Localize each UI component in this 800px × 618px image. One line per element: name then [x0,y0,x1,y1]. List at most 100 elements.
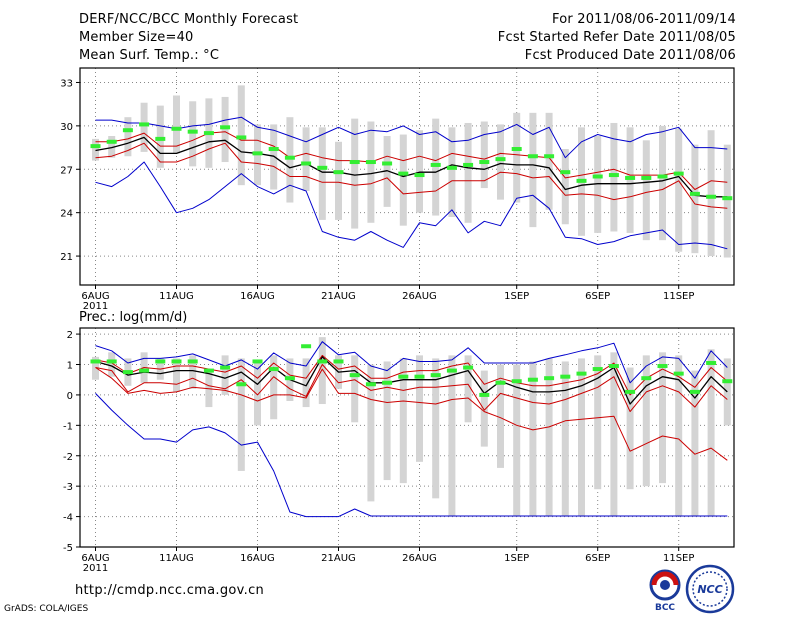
prec-median-marker [365,382,376,387]
temp-median-marker [139,122,150,127]
temp-median-marker [268,147,279,152]
temp-median-marker [446,165,457,170]
temp-lower-line [95,142,728,209]
prec-median-marker [576,371,587,376]
temp-box [610,122,618,232]
temp-median-marker [252,151,263,156]
temp-box [691,144,699,254]
temp-median-marker [317,165,328,170]
temp-box [124,117,132,157]
temp-median-marker [657,174,668,179]
prec-median-marker [544,376,555,381]
temp-median-marker [430,162,441,167]
prec-median-marker [187,359,198,364]
temp-box [173,95,180,154]
member-size-label: Member Size=40 [79,30,194,45]
temp-box [367,121,375,223]
temp-y-tick-label: 33 [60,78,73,89]
prec-median-marker [463,365,474,370]
prec-box [545,358,553,517]
prec-box [594,355,602,490]
prec-box [416,355,423,462]
ncc-logo-text: NCC [697,583,722,596]
prec-box [108,352,116,377]
prec-box [302,358,310,408]
prec-box [92,356,99,380]
temp-box [659,125,666,241]
prec-box [318,337,326,405]
temp-upper-line [95,131,728,190]
temp-box [529,112,537,228]
prec-frame [79,327,735,548]
prec-median-marker [90,359,101,364]
temp-max-line [95,116,728,159]
prec-x-tick-label: 26AUG [402,553,437,564]
temp-y-tick-label: 30 [60,122,73,133]
temp-x-tick-label: 26AUG [402,291,437,302]
prec-x-tick-label: 16AUG [240,553,275,564]
prec-median-marker [203,368,214,373]
temp-median-marker [220,125,231,130]
prec-box [254,361,261,426]
prec-box [610,352,618,517]
prec-box [351,355,359,423]
produced-date-label: Fcst Produced Date 2011/08/06 [524,48,736,63]
bcc-logo: BCC [649,569,681,613]
prec-x-tick-label: 6SEP [585,553,610,564]
temp-median-marker [398,171,409,176]
prec-box [642,355,650,487]
source-url[interactable]: http://cmdp.ncc.cma.gov.cn [75,583,265,598]
prec-median-marker [220,365,231,370]
prec-median-marker [252,359,263,364]
prec-median-marker [706,360,717,365]
temp-frame [79,67,735,286]
bcc-logo-text: BCC [655,603,675,613]
temp-median-marker [706,194,717,199]
prec-median-marker [155,359,166,364]
temp-median-marker [414,173,425,178]
prec-min-line [95,393,728,518]
temp-median-marker [301,161,312,166]
temp-median-marker [641,175,652,180]
start-date-label: Fcst Started Refer Date 2011/08/05 [497,30,736,45]
temp-box [318,127,326,220]
prec-median-marker [106,359,117,364]
prec-median-marker [122,370,133,375]
prec-median-marker [689,389,700,394]
prec-y-tick-label: 2 [67,330,73,341]
prec-x-tick-label: 11SEP [663,553,694,564]
prec-median-marker [398,374,409,379]
temp-median-marker [608,173,619,178]
temp-box [237,85,245,186]
prec-box [432,358,440,499]
temp-box [221,96,229,163]
prec-median-marker [317,359,328,364]
prec-median-marker [657,364,668,369]
temp-x-tick-label: 6SEP [585,291,610,302]
prec-lower-line [95,364,728,413]
prec-box [691,370,699,517]
temp-box [513,112,521,203]
prec-box [448,355,456,517]
prec-median-marker [333,359,344,364]
temp-box [675,128,683,252]
prec-box [529,361,537,517]
temp-box [286,117,294,203]
temp-box [335,141,342,220]
temp-median-marker [689,191,700,196]
prec-box [399,358,407,484]
prec-median-marker [446,368,457,373]
prec-y-tick-label: -3 [63,482,73,493]
temp-box [189,101,197,167]
prec-median-marker [284,376,295,381]
prec-x-tick-label: 21AUG [321,553,356,564]
temp-median-marker [365,160,376,165]
temp-median-marker [236,135,247,140]
prec-box [173,358,180,392]
prec-median-marker [673,371,684,376]
temp-median-marker [463,162,474,167]
temp-x-tick-label: 11AUG [159,291,194,302]
temp-box [156,105,164,168]
prec-median-marker [511,379,522,384]
